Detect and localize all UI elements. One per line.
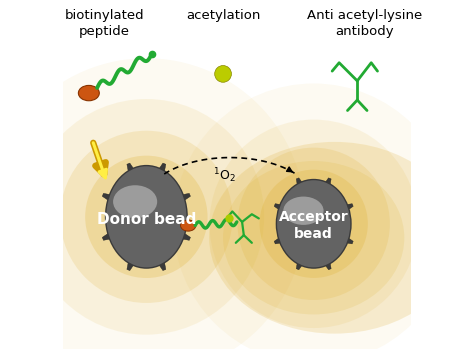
Circle shape xyxy=(215,65,231,82)
Ellipse shape xyxy=(276,179,352,269)
Polygon shape xyxy=(127,262,134,271)
Polygon shape xyxy=(325,262,331,270)
Ellipse shape xyxy=(223,161,404,314)
Ellipse shape xyxy=(260,170,368,278)
Polygon shape xyxy=(296,262,302,270)
Polygon shape xyxy=(102,193,111,201)
Ellipse shape xyxy=(173,84,454,350)
Polygon shape xyxy=(102,233,111,240)
Ellipse shape xyxy=(60,131,232,303)
Polygon shape xyxy=(346,204,353,210)
Ellipse shape xyxy=(28,99,264,335)
Polygon shape xyxy=(296,178,302,185)
Text: biotinylated
peptide: biotinylated peptide xyxy=(65,9,145,38)
Ellipse shape xyxy=(0,58,305,350)
Polygon shape xyxy=(182,233,191,240)
Text: acetylation: acetylation xyxy=(186,9,260,22)
Polygon shape xyxy=(127,163,134,172)
Ellipse shape xyxy=(113,185,157,218)
Ellipse shape xyxy=(277,180,350,267)
Ellipse shape xyxy=(210,120,418,328)
Ellipse shape xyxy=(106,166,186,267)
Polygon shape xyxy=(274,204,282,210)
Polygon shape xyxy=(158,262,166,271)
Ellipse shape xyxy=(209,142,460,334)
Ellipse shape xyxy=(237,148,390,300)
Text: Donor bead: Donor bead xyxy=(97,212,196,227)
Ellipse shape xyxy=(105,165,188,269)
Ellipse shape xyxy=(85,156,208,278)
Polygon shape xyxy=(158,163,166,172)
Text: Anti acetyl-lysine
antibody: Anti acetyl-lysine antibody xyxy=(307,9,422,38)
Ellipse shape xyxy=(283,197,324,225)
Text: Acceptor
bead: Acceptor bead xyxy=(279,210,348,241)
Polygon shape xyxy=(325,178,331,185)
Ellipse shape xyxy=(181,220,196,231)
Polygon shape xyxy=(182,193,191,201)
Ellipse shape xyxy=(78,85,99,101)
Polygon shape xyxy=(274,238,282,244)
Text: $^1$O$_2$: $^1$O$_2$ xyxy=(212,166,235,185)
Polygon shape xyxy=(346,238,353,244)
